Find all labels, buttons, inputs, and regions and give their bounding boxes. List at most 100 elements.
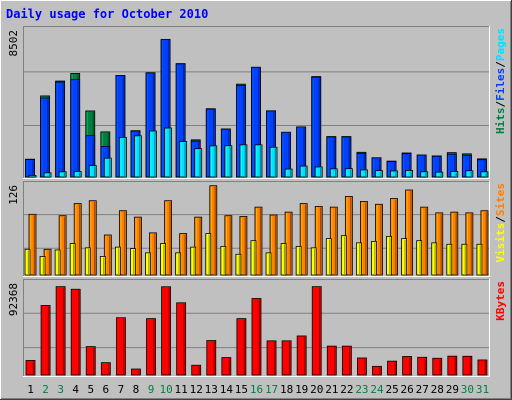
x-tick-label: 5 <box>87 383 94 396</box>
bar-pages <box>375 170 383 178</box>
bar-pages <box>405 170 414 178</box>
bar-sites <box>401 238 408 276</box>
bar-pages <box>254 144 263 178</box>
bar-pages <box>420 171 429 178</box>
x-tick-label: 2 <box>42 383 49 396</box>
bar-pages <box>118 137 127 178</box>
bar-kbytes <box>477 359 488 376</box>
bar-sites <box>220 246 227 276</box>
bars <box>24 185 489 276</box>
bar-kbytes <box>55 286 66 376</box>
bar-visits <box>103 234 112 276</box>
bar-kbytes <box>236 318 247 376</box>
bar-sites <box>84 247 91 276</box>
x-tick-label: 22 <box>340 383 353 396</box>
bar-visits <box>360 201 368 276</box>
bar-pages <box>465 170 474 178</box>
bar-sites <box>386 236 392 276</box>
bar-pages <box>194 148 203 178</box>
legend-entry: Pages <box>494 28 507 61</box>
x-tick-label: 26 <box>401 383 414 396</box>
x-tick-label: 21 <box>325 383 338 396</box>
bar-sites <box>175 252 182 276</box>
series-legend: KBytes <box>494 281 507 321</box>
bar-kbytes <box>372 365 382 376</box>
bar-sites <box>280 243 287 276</box>
bar-sites <box>114 246 121 276</box>
x-tick-label: 27 <box>416 383 429 396</box>
bar-pages <box>43 172 52 178</box>
bar-pages <box>269 146 278 178</box>
bar-kbytes <box>131 368 141 376</box>
bar-sites <box>476 243 483 276</box>
bar-kbytes <box>70 288 81 376</box>
bar-kbytes <box>176 302 187 376</box>
bar-kbytes <box>40 305 51 376</box>
bar-visits <box>73 203 82 276</box>
legend-entry: Hits <box>494 108 507 135</box>
x-tick-label: 4 <box>72 383 79 396</box>
bar-files <box>25 159 35 178</box>
bar-kbytes <box>25 360 36 376</box>
x-tick-label: 14 <box>220 383 234 396</box>
bar-sites <box>295 246 302 276</box>
bar-sites <box>54 249 61 276</box>
bar-sites <box>431 242 438 276</box>
bar-visits <box>269 214 278 276</box>
bar-kbytes <box>326 345 337 376</box>
bar-pages <box>435 171 444 178</box>
x-tick-label: 24 <box>370 383 384 396</box>
series-legend: Hits/Files/Pages <box>494 28 507 134</box>
x-tick-label: 8 <box>133 383 140 396</box>
bar-kbytes <box>462 355 473 376</box>
bar-visits <box>375 203 383 276</box>
bar-pages <box>284 168 293 178</box>
bar-kbytes <box>357 357 367 376</box>
x-tick-label: 28 <box>431 383 444 396</box>
x-tick-label: 11 <box>175 383 188 396</box>
bar-kbytes <box>402 356 413 376</box>
bar-sites <box>416 240 423 276</box>
bar-kbytes <box>296 335 307 376</box>
x-tick-label: 30 <box>461 383 474 396</box>
bar-pages <box>224 145 233 178</box>
bar-pages <box>390 170 398 178</box>
x-tick-label: 13 <box>205 383 218 396</box>
bar-sites <box>250 240 257 276</box>
legend-entry: Files <box>494 68 507 101</box>
bar-sites <box>446 243 453 276</box>
bar-files <box>55 81 66 178</box>
bar-kbytes <box>432 357 443 376</box>
bar-kbytes <box>387 360 397 376</box>
bar-sites <box>24 248 31 276</box>
bars <box>25 286 488 376</box>
panel-visits_sites: 126 Visits/Sites <box>7 181 507 277</box>
bar-sites <box>356 242 362 276</box>
legend-entry: / <box>494 216 507 223</box>
bar-kbytes <box>85 346 96 376</box>
x-tick-label: 18 <box>280 383 293 396</box>
bar-visits <box>164 200 172 276</box>
bars <box>25 38 489 178</box>
x-tick-label: 10 <box>159 383 172 396</box>
bar-sites <box>371 241 377 276</box>
legend-entry: / <box>494 61 507 68</box>
x-tick-label: 1 <box>27 383 34 396</box>
x-axis-tick-labels: 1 2 3 4 5 6 7 8 9 10 11 12 13 14 15 16 17 18 19 20 21 22 23 24 2… <box>27 383 489 396</box>
legend-entry: Visits <box>494 223 507 263</box>
bar-visits <box>118 210 127 276</box>
bar-files <box>40 97 50 178</box>
bar-pages <box>450 171 459 178</box>
y-max-label: 92368 <box>7 283 20 316</box>
bar-files <box>70 79 81 178</box>
bar-pages <box>88 165 97 178</box>
bar-pages <box>209 145 218 178</box>
bar-pages <box>149 130 157 178</box>
bar-kbytes <box>281 340 292 376</box>
bar-visits <box>450 211 459 276</box>
bar-visits <box>194 216 203 276</box>
bar-pages <box>360 169 368 178</box>
bar-visits <box>209 185 218 276</box>
